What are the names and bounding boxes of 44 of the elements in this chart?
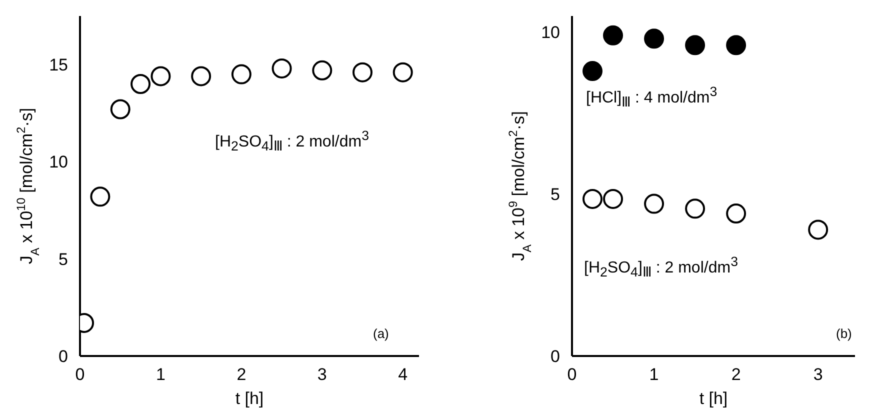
point	[726, 204, 746, 224]
y-tick-label: 10	[541, 23, 560, 42]
point	[110, 99, 130, 120]
point	[582, 188, 603, 209]
point	[603, 25, 624, 46]
point	[191, 66, 212, 86]
y-tick-label: 15	[49, 56, 68, 75]
annotation: [H$_{2}$SO$_{4}$]$_{Ⅲ}$ : 2 mol/dm$^{3}$	[215, 128, 369, 154]
x-tick-label: 3	[813, 365, 823, 384]
y-tick-label: 5	[550, 185, 560, 204]
point	[808, 220, 828, 240]
x-tick-label: 4	[398, 365, 408, 384]
point	[150, 66, 171, 86]
point	[644, 28, 664, 49]
point	[603, 188, 624, 209]
point	[130, 74, 151, 94]
x-tick-label: 1	[649, 365, 659, 384]
point	[726, 35, 746, 56]
x-tick-label: 3	[317, 365, 327, 384]
x-tick-label: 0	[567, 365, 577, 384]
x-tick-label: 2	[236, 365, 246, 384]
y-tick-label: 0	[550, 347, 560, 366]
point	[90, 186, 110, 207]
y-tick-label: 5	[58, 250, 68, 269]
y-tick-label: 0	[58, 347, 68, 366]
point	[272, 58, 292, 78]
point	[312, 60, 332, 80]
point	[685, 198, 706, 219]
annotation: [HCl]$_{Ⅲ}$ : 4 mol/dm$^{3}$	[586, 84, 718, 110]
annotation: [H$_{2}$SO$_{4}$]$_{Ⅲ}$ : 2 mol/dm$^{3}$	[584, 254, 738, 280]
x-axis-title: t [h]	[699, 389, 728, 408]
point	[644, 194, 664, 214]
x-axis-title: t [h]	[235, 389, 264, 408]
point	[582, 61, 603, 82]
y-tick-label: 10	[49, 152, 68, 172]
point	[685, 35, 706, 56]
point	[231, 64, 252, 84]
annotation: (a)	[373, 326, 389, 341]
x-tick-label: 0	[75, 365, 85, 384]
annotation: (b)	[836, 326, 852, 341]
point	[392, 62, 413, 82]
x-tick-label: 2	[731, 365, 741, 384]
point	[352, 62, 372, 82]
x-tick-label: 1	[156, 365, 166, 384]
